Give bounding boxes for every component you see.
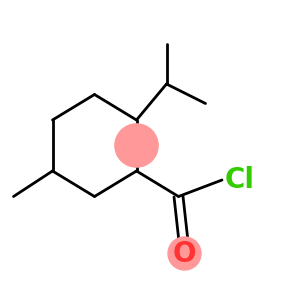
Text: Cl: Cl	[225, 166, 255, 194]
Circle shape	[168, 237, 201, 270]
Circle shape	[115, 124, 158, 167]
Text: O: O	[173, 239, 196, 268]
